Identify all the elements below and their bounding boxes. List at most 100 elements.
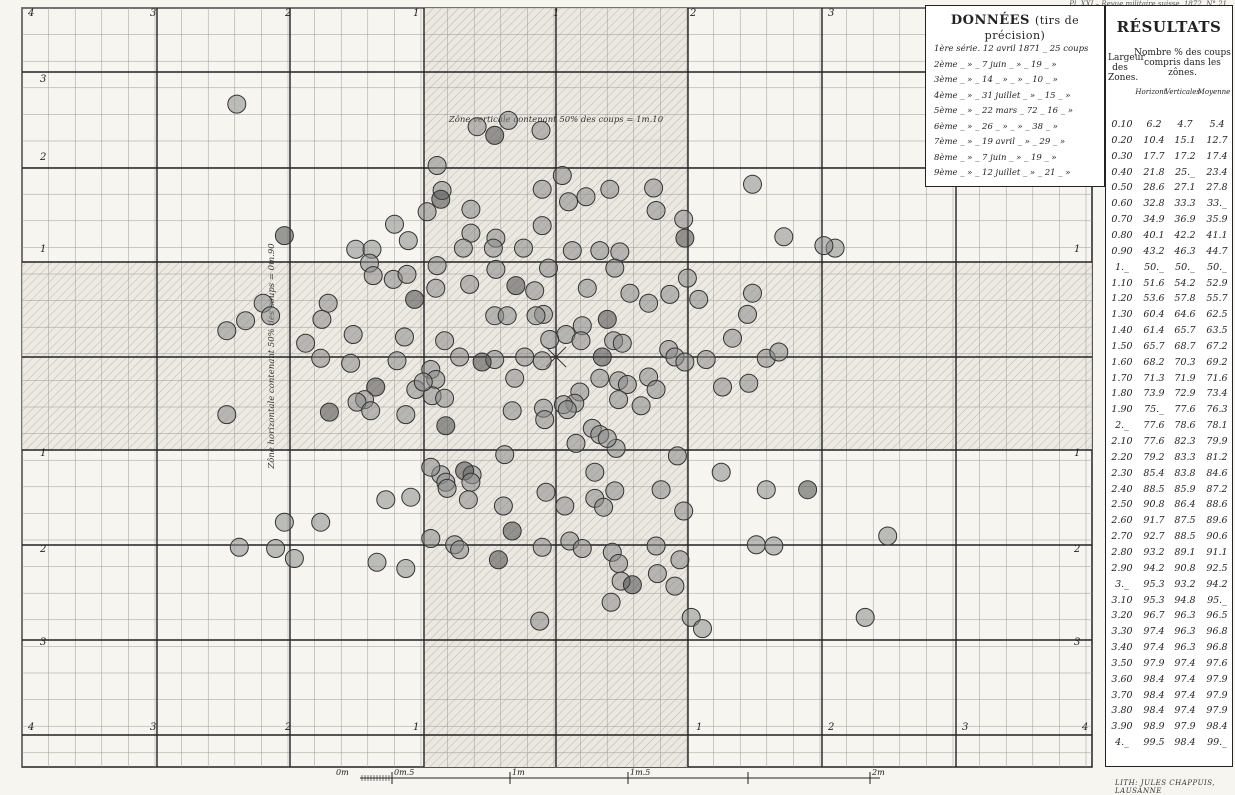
shot-mark [461, 199, 481, 219]
zone-width-cell: 1.50 [1111, 340, 1133, 352]
shot-mark [312, 309, 332, 329]
zone-width-cell: 3.10 [1111, 594, 1133, 606]
shot-mark [660, 284, 680, 304]
shot-mark [530, 611, 550, 631]
shot-mark [617, 375, 637, 394]
shot-mark [385, 214, 404, 234]
shot-mark [590, 241, 610, 261]
shot-mark [738, 304, 757, 324]
percent-cell: 95._ [1207, 594, 1227, 606]
percent-cell: 98.4 [1174, 737, 1196, 749]
percent-cell: 85.4 [1143, 467, 1165, 479]
percent-cell: 79.2 [1143, 451, 1165, 463]
percent-cell: 17.2 [1174, 150, 1196, 162]
zone-width-cell: 3.80 [1111, 705, 1133, 717]
shot-mark [647, 564, 667, 584]
zone-width-cell: 3.90 [1111, 721, 1133, 733]
donnees-title: DONNÉES (tirs de précision) [926, 13, 1104, 43]
shot-mark [435, 331, 455, 351]
ring-number: 4 [27, 8, 34, 19]
percent-cell: 51.6 [1143, 277, 1165, 289]
shot-mark [363, 266, 383, 286]
shot-mark [739, 373, 759, 393]
shot-mark [311, 512, 331, 532]
percent-cell: 43.2 [1143, 245, 1165, 257]
percent-cell: 73.9 [1143, 388, 1165, 400]
shot-mark [585, 462, 605, 482]
zone-width-cell: 4._ [1115, 737, 1129, 749]
percent-cell: 90.6 [1206, 531, 1228, 543]
percent-cell: 78.1 [1206, 420, 1228, 432]
percent-cell: 53.6 [1143, 293, 1165, 305]
percent-cell: 27.8 [1206, 182, 1228, 194]
ring-number: 1 [553, 8, 559, 19]
percent-cell: 94.8 [1174, 594, 1196, 606]
shot-mark [681, 607, 701, 627]
zone-width-cell: 2.70 [1111, 531, 1133, 543]
percent-cell: 25._ [1175, 166, 1195, 178]
series-line: 8ème _ » _ 7 juin _ » _ 19 _ » [934, 152, 1057, 163]
percent-cell: 86.4 [1174, 499, 1196, 511]
percent-cell: 95.3 [1143, 594, 1165, 606]
percent-cell: 89.6 [1206, 515, 1228, 527]
shot-mark [311, 348, 331, 368]
percent-cell: 97.4 [1143, 626, 1165, 638]
shot-mark [341, 353, 361, 373]
percent-cell: 97.4 [1174, 705, 1196, 717]
percent-cell: 46.3 [1174, 245, 1196, 257]
series-line: 7ème _ » _ 19 avril _ » _ 29 _ » [934, 137, 1066, 147]
percent-cell: 27.1 [1174, 182, 1196, 194]
ring-number: 1 [1074, 448, 1080, 459]
percent-cell: 94.2 [1143, 562, 1165, 574]
shot-mark [396, 405, 416, 425]
ring-number: 3 [40, 637, 46, 648]
shot-mark [532, 179, 552, 199]
percent-cell: 44.7 [1206, 245, 1228, 257]
percent-cell: 71.9 [1174, 372, 1196, 384]
shot-mark [493, 496, 513, 516]
donnees-title-text: DONNÉES [950, 13, 1030, 28]
shot-mark [227, 94, 247, 114]
shot-mark [532, 216, 552, 236]
ring-number: 3 [150, 8, 156, 19]
shot-mark [651, 480, 671, 500]
shot-mark [498, 110, 518, 130]
percent-cell: 77.6 [1174, 404, 1196, 416]
percent-cell: 10.4 [1143, 134, 1165, 146]
shot-mark [502, 521, 522, 541]
shot-mark [674, 209, 694, 229]
shot-mark [675, 228, 695, 248]
shot-mark [764, 536, 784, 556]
shot-mark [590, 368, 610, 388]
ring-number: 2 [1073, 544, 1080, 555]
percent-cell: 97.4 [1174, 673, 1196, 685]
percent-cell: 97.6 [1206, 657, 1228, 669]
ring-number: 1 [1074, 244, 1080, 255]
percent-cell: 97.9 [1143, 657, 1165, 669]
shot-mark [483, 238, 503, 258]
zone-width-cell: 0.20 [1111, 134, 1133, 146]
ring-number: 3 [828, 8, 834, 19]
percent-cell: 76.3 [1206, 404, 1228, 416]
series-line: 3ème _ » _ 14 _ » _ » _ 10 _ » [934, 75, 1058, 85]
shot-mark [855, 607, 875, 627]
shot-mark [769, 342, 789, 362]
shot-mark [576, 187, 596, 207]
percent-cell: 90.8 [1174, 562, 1196, 574]
percent-cell: 98.4 [1143, 705, 1165, 717]
shot-mark [814, 236, 834, 256]
shot-mark [531, 120, 551, 140]
resultats-panel: RÉSULTATS Largeur des Zones. Nombre % de… [1105, 5, 1233, 767]
ring-number: 1 [40, 244, 46, 255]
shot-mark [559, 192, 578, 212]
zone-width-cell: 1.90 [1111, 404, 1133, 416]
percent-cell: 99.5 [1143, 737, 1165, 749]
percent-cell: 50._ [1144, 261, 1164, 273]
shot-mark [427, 156, 447, 175]
percent-cell: 93.2 [1143, 546, 1165, 558]
shot-mark [631, 396, 651, 416]
percent-cell: 33._ [1207, 198, 1227, 210]
lithographer-credit: LITH: JULES CHAPPUIS, LAUSANNE [1115, 779, 1216, 795]
series-line: 5ème _ » _ 22 mars _ 72 _ 16 _ » [934, 106, 1073, 116]
zone-width-cell: 1._ [1115, 261, 1129, 273]
